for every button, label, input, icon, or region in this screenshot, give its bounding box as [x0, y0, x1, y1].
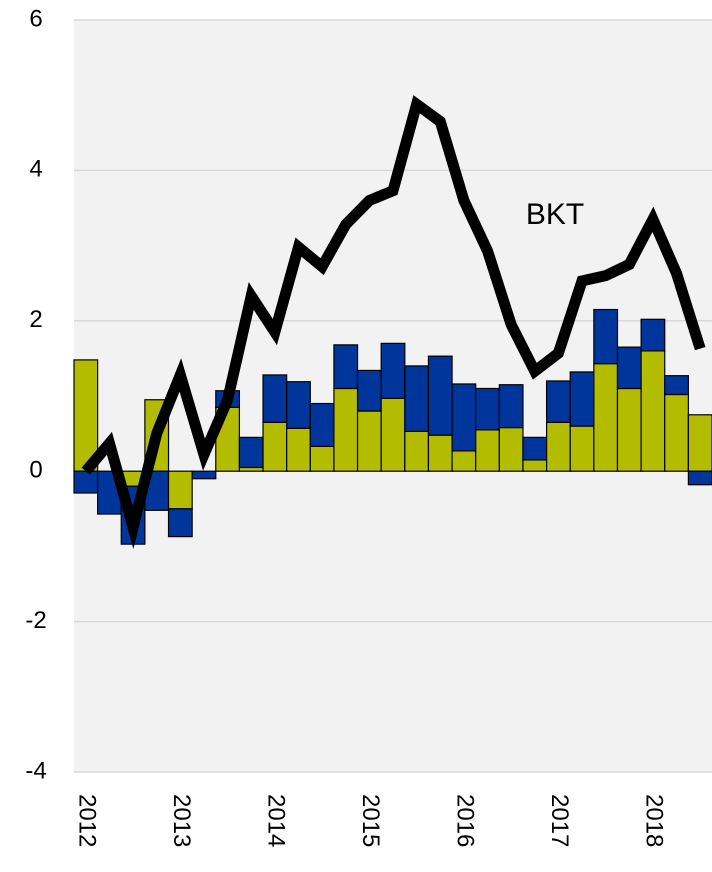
bar-segment: [238, 436, 264, 469]
bar-segment: [522, 459, 548, 472]
line: [81, 95, 706, 549]
bar-segment: [498, 384, 524, 429]
x-tick-label: 2016: [452, 794, 479, 847]
bar-segment: [569, 371, 595, 427]
x-tick-label: 2018: [641, 794, 668, 847]
bar-segment: [545, 421, 571, 472]
bar-segment: [404, 430, 430, 472]
x-tick-label: 2015: [357, 794, 384, 847]
x-tick-label: 2013: [168, 794, 195, 847]
bar-segment: [356, 369, 382, 412]
bar-segment: [687, 470, 712, 486]
bar-segment: [593, 308, 619, 365]
bar-segment: [475, 387, 500, 431]
bar-segment: [333, 387, 359, 472]
bar-segment: [404, 365, 430, 432]
y-tick-label: -2: [25, 607, 46, 634]
bar-segment: [286, 381, 311, 429]
bar-segment: [664, 375, 689, 396]
bar-segment: [262, 421, 288, 472]
bar-segment: [356, 410, 382, 472]
bar-segment: [380, 342, 406, 399]
bar-segment: [616, 346, 642, 390]
y-tick-label: 4: [29, 156, 42, 183]
y-tick-label: -4: [25, 757, 46, 784]
bar-segment: [664, 393, 689, 472]
bar-segment: [475, 429, 500, 472]
y-tick-label: 2: [29, 306, 42, 333]
bar-segment: [569, 425, 595, 472]
bar-segment: [380, 397, 406, 472]
bar-segment: [309, 445, 335, 472]
bar-segment: [73, 470, 99, 494]
bar-segment: [687, 414, 712, 472]
bar-segment: [640, 318, 666, 352]
bar-segment: [451, 383, 477, 452]
y-tick-label: 6: [29, 5, 42, 32]
bar-segment: [498, 426, 524, 472]
bar-segment: [286, 427, 311, 472]
x-tick-label: 2012: [73, 794, 100, 847]
x-tick-label: 2014: [263, 794, 290, 847]
bar-segment: [545, 380, 571, 423]
bar-segment: [427, 434, 453, 472]
bar-segment: [616, 387, 642, 472]
bar-segment: [167, 508, 193, 538]
bar-segment: [191, 470, 217, 480]
bar-segment: [309, 402, 335, 447]
line-label: BKT: [526, 198, 584, 231]
bar-segment: [167, 470, 193, 510]
bar-segment: [640, 350, 666, 472]
y-tick-label: 0: [29, 457, 42, 484]
x-tick-label: 2017: [546, 794, 573, 847]
bar-segment: [427, 355, 453, 436]
bar-segment: [522, 436, 548, 461]
bar-segment: [451, 450, 477, 472]
bar-segment: [593, 363, 619, 472]
bar-segment: [333, 344, 359, 390]
bar-segment: [262, 374, 288, 423]
